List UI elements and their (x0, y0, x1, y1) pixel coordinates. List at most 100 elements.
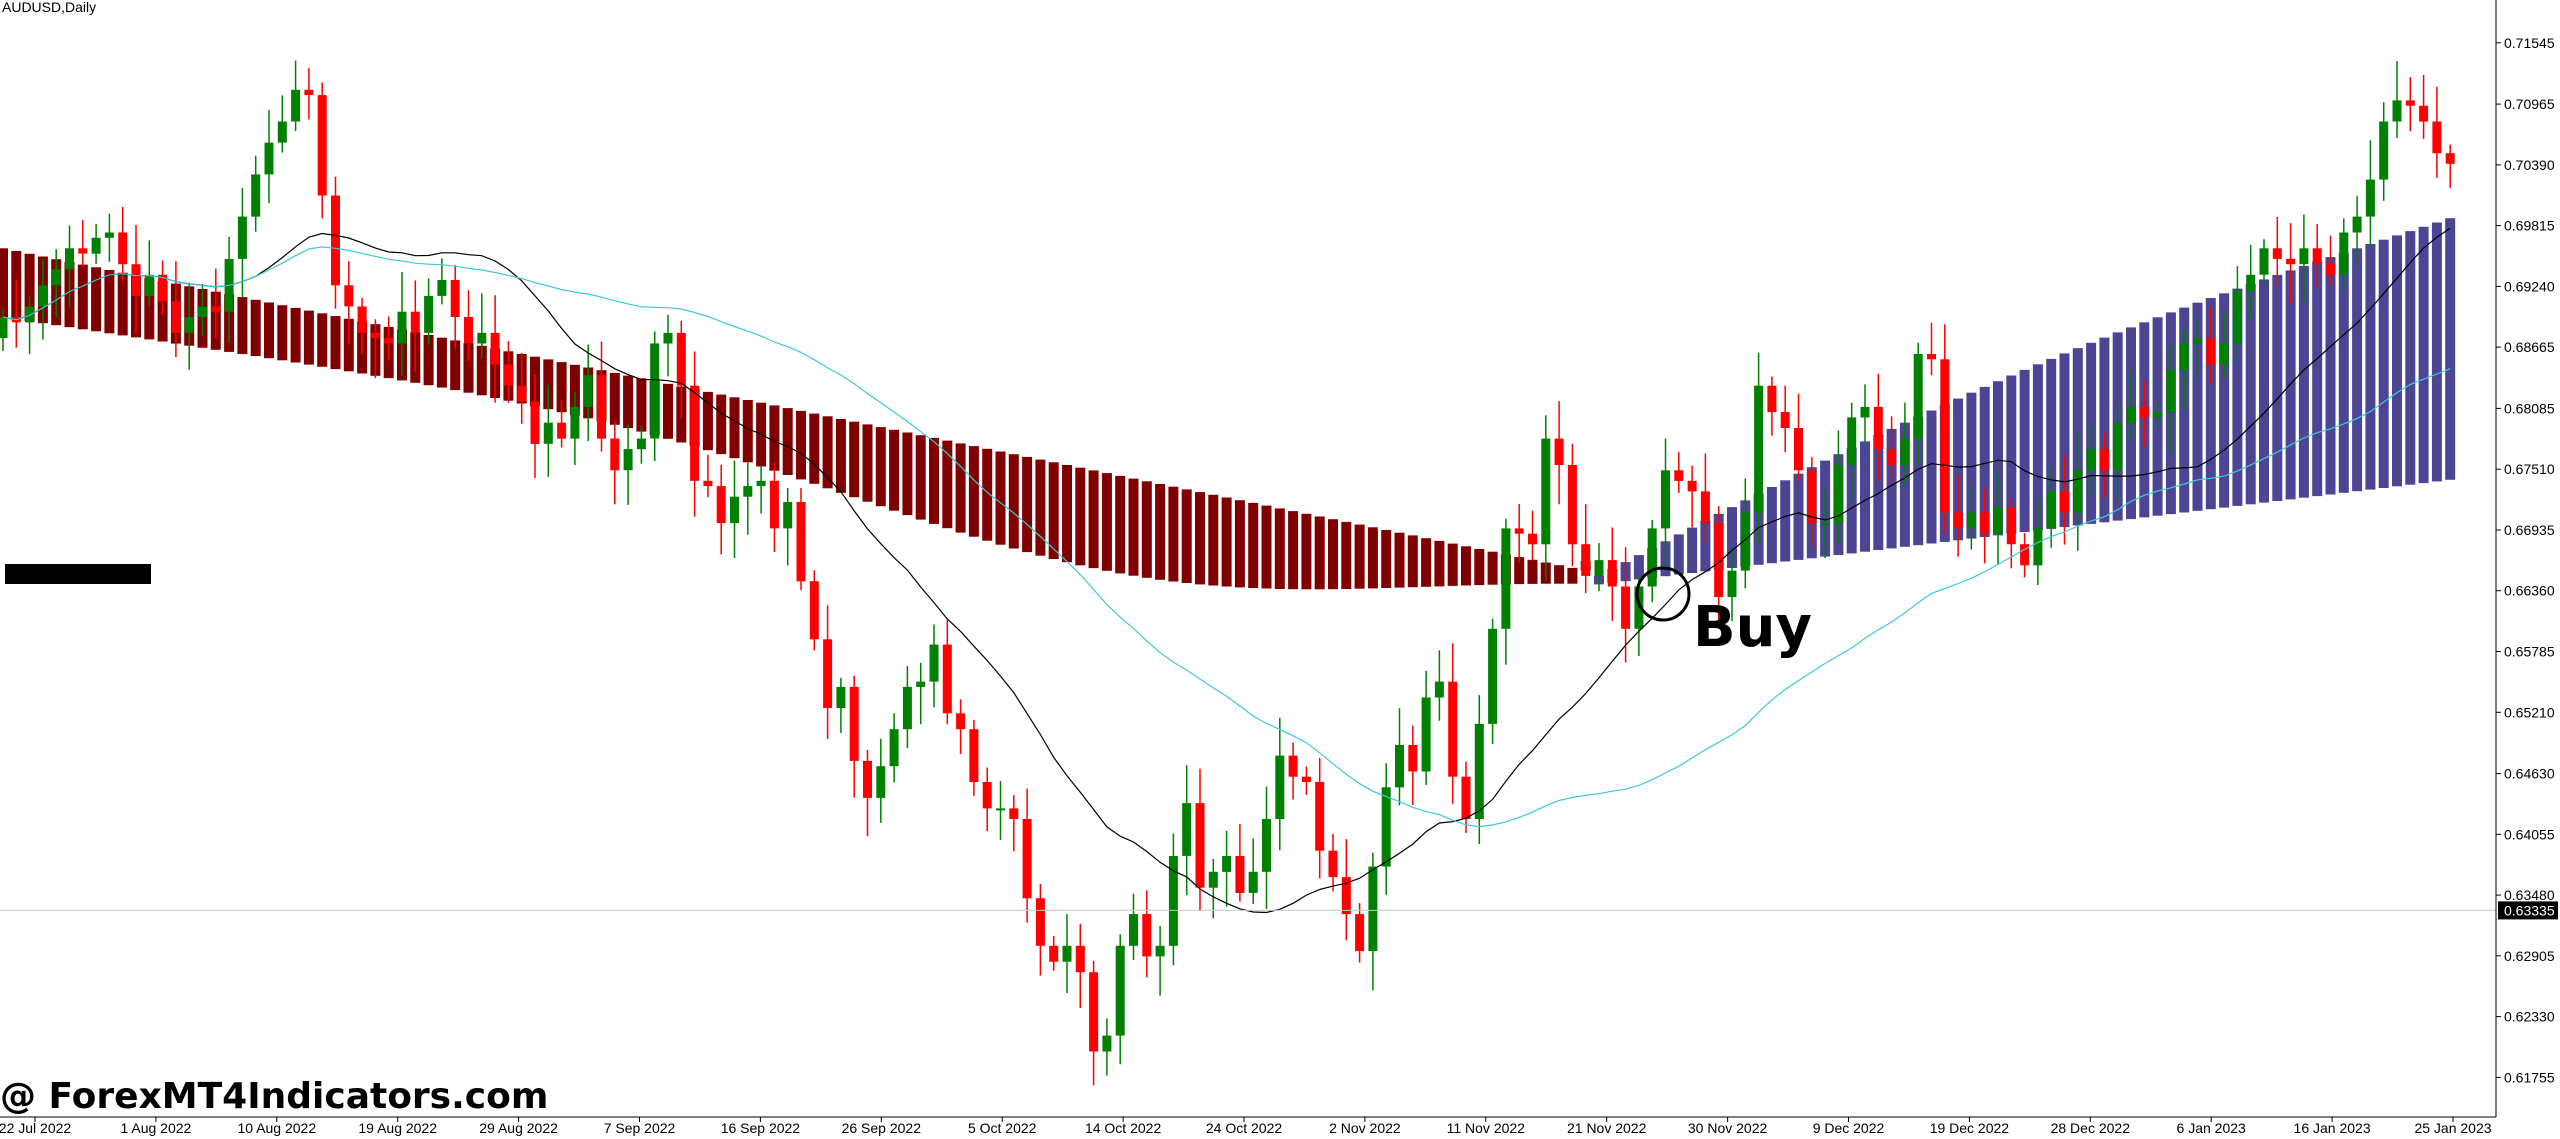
histogram-bar (1487, 551, 1498, 585)
histogram-bar (1461, 546, 1471, 586)
candle-body (1062, 945, 1072, 962)
candle-body (716, 486, 726, 524)
histogram-bar (716, 394, 727, 455)
candle-body (1541, 438, 1551, 545)
candle-body (849, 686, 859, 761)
candle-body (1301, 776, 1311, 782)
candle-body (184, 317, 194, 333)
candle-body (690, 385, 700, 481)
candle-body (277, 121, 287, 143)
candle-body (2166, 369, 2176, 413)
candle-body (317, 95, 327, 196)
y-tick-label: 0.65210 (2504, 704, 2555, 720)
candle-body (756, 480, 766, 487)
histogram-bar (1208, 494, 1219, 586)
candle-body (650, 343, 660, 439)
candle-body (450, 280, 460, 317)
candle-body (1368, 866, 1378, 951)
current-price-tag (2498, 901, 2558, 920)
candle-body (1740, 512, 1750, 571)
candle-body (131, 264, 141, 296)
candle-body (1222, 856, 1232, 872)
candle-body (2086, 449, 2096, 471)
candle-body (1328, 850, 1338, 878)
x-tick-label: 2 Nov 2022 (1329, 1120, 1401, 1136)
candle-body (477, 332, 487, 344)
candle-body (1953, 512, 1963, 529)
histogram-bar (476, 345, 487, 396)
histogram-bar (569, 364, 580, 416)
candle-body (942, 644, 952, 714)
candle-body (1820, 523, 1830, 526)
candle-body (397, 311, 407, 344)
histogram-bar (1261, 505, 1272, 589)
candle-body (982, 782, 992, 809)
candle-body (1860, 406, 1870, 418)
histogram-bar (1048, 462, 1059, 559)
candle-body (344, 285, 354, 307)
candle-body (2299, 248, 2309, 265)
histogram-bar (1088, 470, 1099, 569)
candle-body (370, 332, 380, 339)
candle-body (1661, 470, 1670, 529)
histogram-bar (769, 405, 780, 471)
histogram-bar (2285, 270, 2296, 500)
histogram-bar (1993, 381, 2003, 536)
y-tick-label: 0.64630 (2504, 766, 2555, 782)
candle-body (2099, 449, 2109, 471)
x-tick-label: 6 Jan 2023 (2177, 1120, 2246, 1136)
histogram-bar (1793, 473, 1804, 560)
y-tick-label: 0.68665 (2504, 339, 2555, 355)
histogram-bar (1899, 422, 1910, 547)
candle-body (1129, 914, 1138, 946)
histogram-bar (1846, 447, 1857, 554)
candle-body (1049, 945, 1059, 962)
candle-body (2272, 248, 2282, 259)
y-tick-label: 0.70965 (2504, 96, 2555, 112)
x-tick-label: 19 Dec 2022 (1930, 1120, 2010, 1136)
plot-area[interactable] (0, 60, 2496, 1086)
histogram-bar (729, 397, 740, 459)
candle-body (51, 269, 61, 286)
candle-body (623, 449, 633, 471)
candle-body (2193, 338, 2202, 344)
candle-body (517, 385, 527, 402)
candle-body (769, 480, 779, 529)
candle-body (1727, 570, 1737, 598)
candle-body (969, 729, 979, 782)
histogram-bar (1367, 527, 1378, 589)
candle-body (916, 681, 926, 687)
candle-body (78, 248, 88, 254)
candle-body (1448, 681, 1458, 777)
candle-body (2246, 274, 2256, 291)
candle-body (2392, 100, 2402, 122)
buy-label: Buy (1693, 595, 1812, 660)
candle-body (823, 639, 833, 708)
candle-body (291, 89, 301, 122)
candle-body (1647, 528, 1657, 587)
histogram-bar (1195, 492, 1205, 585)
histogram-bar (290, 307, 301, 363)
histogram-bar (1673, 534, 1684, 575)
histogram-bar (1766, 487, 1777, 564)
candle-body (410, 311, 420, 333)
histogram-bar (2219, 293, 2230, 508)
histogram-bar (1913, 416, 1924, 546)
histogram-bar (1274, 508, 1285, 589)
histogram-bar (237, 297, 248, 354)
histogram-bar (1700, 520, 1711, 572)
candle-body (1075, 945, 1085, 973)
histogram-bar (875, 427, 886, 507)
y-tick-label: 0.66360 (2504, 583, 2555, 599)
candle-body (437, 280, 447, 296)
histogram-bar (1328, 519, 1338, 590)
x-tick-label: 22 Jul 2022 (0, 1120, 71, 1136)
candle-body (543, 422, 553, 444)
candle-body (2113, 422, 2123, 471)
histogram-bar (436, 337, 447, 388)
histogram-bar (1421, 538, 1432, 587)
x-tick-label: 25 Jan 2023 (2414, 1120, 2491, 1136)
candle-body (1993, 507, 2003, 534)
candle-body (0, 317, 8, 339)
candle-body (889, 729, 899, 767)
